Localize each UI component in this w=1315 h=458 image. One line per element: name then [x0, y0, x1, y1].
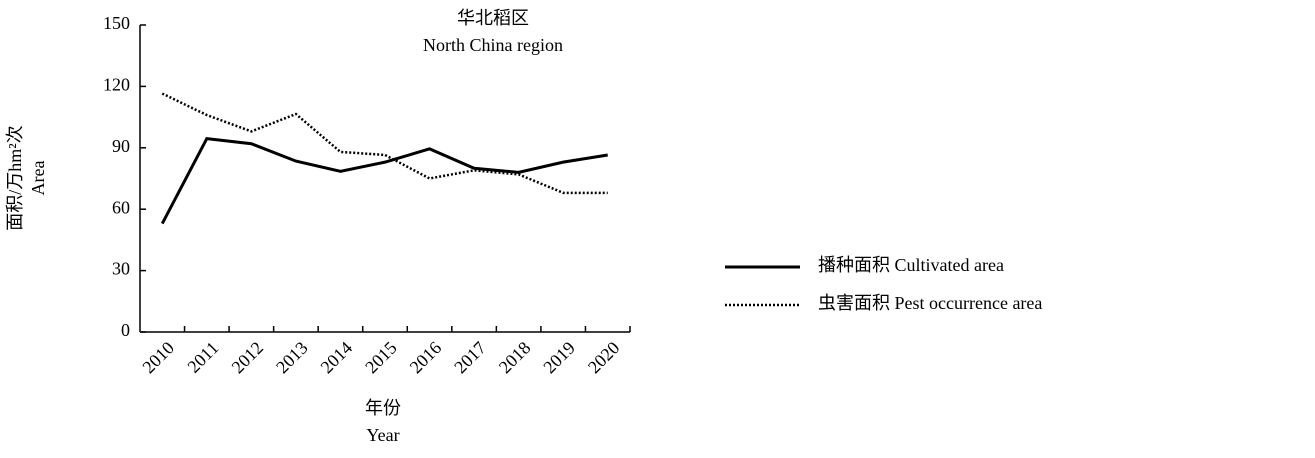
x-tick-label: 2015	[361, 338, 401, 378]
chart-subtitle: North China region	[423, 35, 563, 55]
chart-title: 华北稻区	[457, 8, 529, 28]
y-axis-label-en: Area	[28, 161, 48, 196]
data-line	[161, 92, 608, 195]
x-tick-label: 2020	[584, 338, 624, 378]
x-tick-label: 2016	[406, 338, 446, 378]
data-line	[160, 136, 608, 225]
y-tick-label: 90	[112, 136, 130, 156]
x-tick-label: 2010	[138, 338, 178, 378]
x-tick-label: 2017	[450, 338, 490, 378]
y-tick-label: 120	[103, 75, 130, 95]
y-tick-label: 30	[112, 259, 130, 279]
y-axis-label: 面积/万hm²次	[5, 125, 25, 230]
x-tick-label: 2018	[495, 338, 535, 378]
x-tick-label: 2014	[317, 338, 357, 378]
x-tick-label: 2019	[539, 338, 579, 378]
y-tick-label: 60	[112, 197, 130, 217]
x-tick-label: 2011	[183, 338, 222, 377]
x-axis-label-en: Year	[366, 425, 399, 445]
x-tick-label: 2013	[272, 338, 312, 378]
x-axis-label: 年份	[365, 398, 401, 418]
y-tick-label: 150	[103, 13, 130, 33]
legend-label: 播种面积 Cultivated area	[818, 255, 1004, 275]
x-tick-label: 2012	[228, 338, 268, 378]
legend-label: 虫害面积 Pest occurrence area	[818, 293, 1042, 313]
y-tick-label: 0	[121, 320, 130, 340]
